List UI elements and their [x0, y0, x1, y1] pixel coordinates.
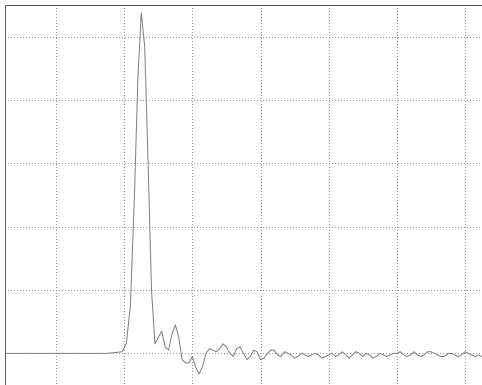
series-line-1 — [5, 12, 482, 375]
frame — [5, 5, 482, 385]
plot-area — [5, 5, 482, 385]
series-layer — [5, 12, 482, 375]
grid — [5, 5, 482, 385]
